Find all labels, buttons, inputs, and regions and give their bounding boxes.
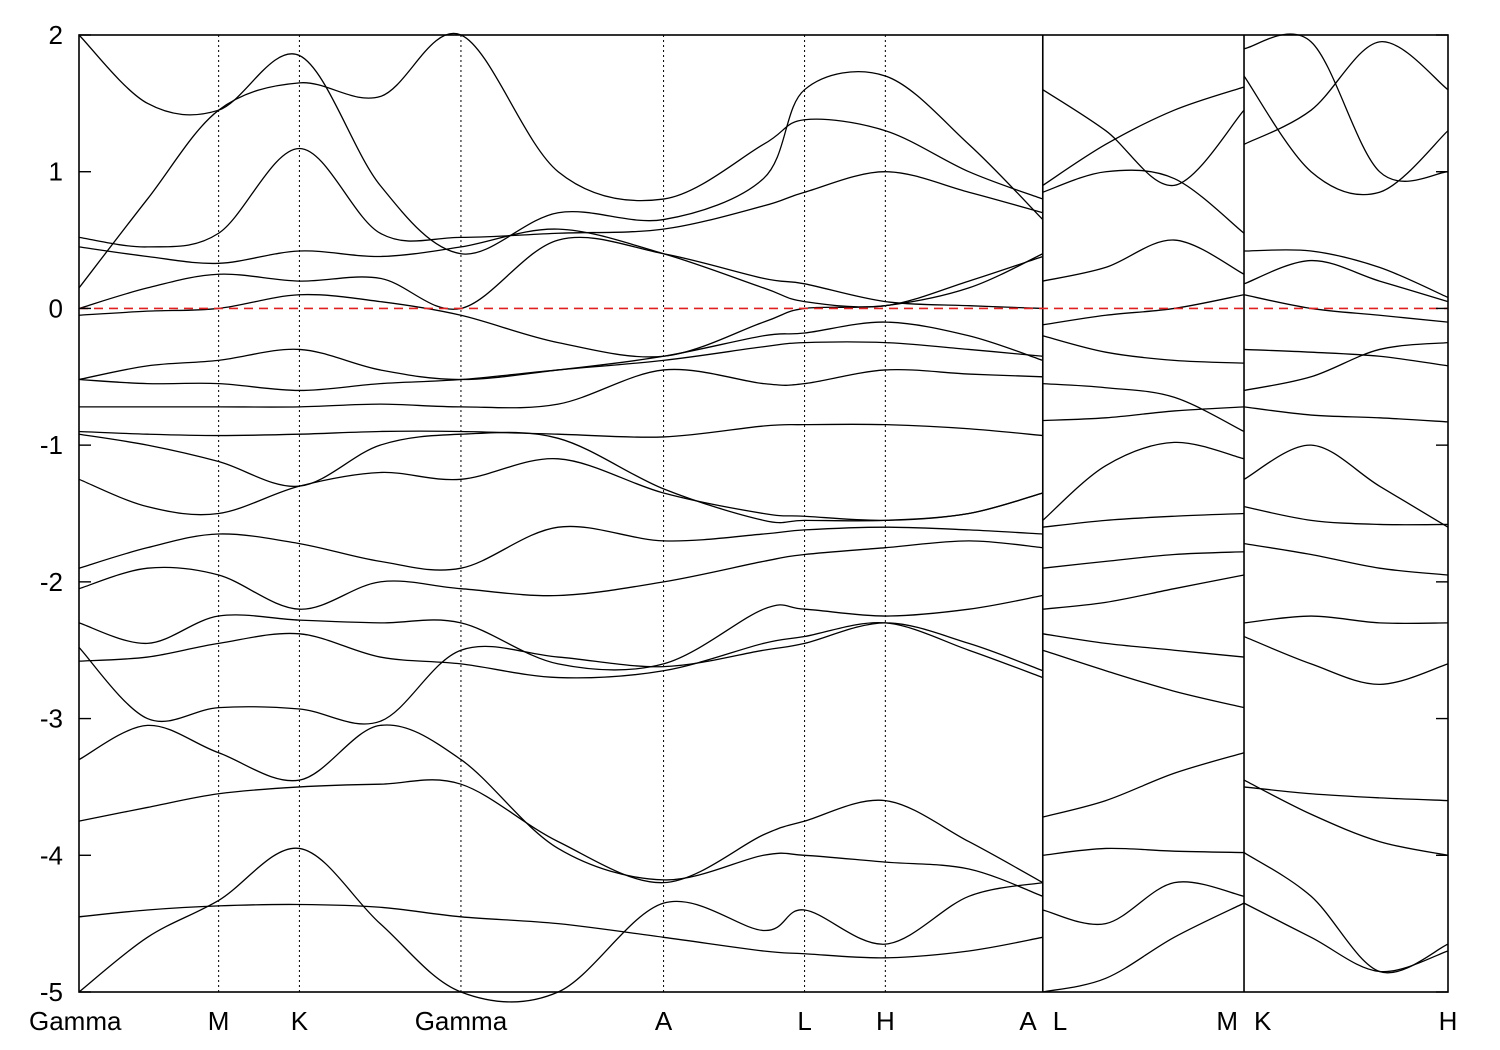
- band-line-4: [78, 621, 1044, 679]
- band-line-44: [1243, 615, 1449, 625]
- x-tick-labels: Gamma M K Gamma A A LL H M K H: [29, 1006, 1457, 1036]
- band-line-21: [1042, 881, 1245, 926]
- k-point-label-1: M: [208, 1006, 230, 1036]
- k-point-label-8: H: [876, 1006, 895, 1036]
- y-tick-label-5: -3: [40, 704, 63, 734]
- band-line-33: [1042, 335, 1245, 364]
- band-line-23: [1042, 847, 1245, 856]
- band-line-42: [1243, 902, 1449, 973]
- k-point-label-10: K: [1254, 1006, 1272, 1036]
- band-line-7: [78, 525, 1043, 571]
- band-line-49: [1243, 341, 1449, 392]
- y-tick-label-4: -2: [40, 567, 63, 597]
- k-point-label-0: Gamma: [29, 1006, 122, 1036]
- band-line-45: [1243, 542, 1449, 576]
- band-line-10: [78, 423, 1043, 438]
- band-line-2: [78, 724, 1044, 897]
- band-line-25: [1042, 649, 1245, 709]
- y-tick-label-2: 0: [49, 293, 63, 323]
- k-point-label-7: L: [797, 1006, 811, 1036]
- y-tick-labels: 2 1 0 -1 -2 -3 -4 -5: [40, 20, 63, 1007]
- k-point-label-11: H: [1439, 1006, 1458, 1036]
- band-line-5: [78, 594, 1043, 671]
- k-point-label-3: Gamma: [415, 1006, 508, 1036]
- band-line-41: [1243, 852, 1449, 974]
- band-line-1: [78, 779, 1044, 884]
- band-line-53: [1244, 249, 1449, 299]
- k-point-label-4: A: [655, 1006, 673, 1036]
- band-line-55: [1243, 41, 1449, 145]
- band-line-52: [1243, 259, 1449, 303]
- band-line-16: [78, 228, 1043, 308]
- y-tick-label-6: -4: [40, 840, 63, 870]
- band-line-32: [1042, 382, 1245, 433]
- k-point-label-2: K: [291, 1006, 309, 1036]
- band-line-11: [78, 368, 1043, 409]
- band-line-0: [78, 903, 1043, 959]
- band-line-22: [1042, 752, 1245, 818]
- band-line-6: [78, 540, 1043, 610]
- band-line-40: [1243, 786, 1449, 802]
- band-line-15: [78, 236, 1043, 310]
- band-line-56: [1243, 33, 1449, 182]
- band-line-54: [1243, 75, 1449, 196]
- band-line-51: [1243, 294, 1449, 323]
- plot-frame: [78, 34, 1449, 993]
- y-tick-label-3: -1: [40, 430, 63, 460]
- band-line-13: [78, 321, 1043, 381]
- band-line-9: [78, 431, 1043, 524]
- k-point-label-9: M: [1216, 1006, 1238, 1036]
- band-line-24: [1042, 902, 1245, 993]
- band-line-47: [1243, 506, 1449, 526]
- band-line-19: [78, 34, 1044, 255]
- band-line-39: [1243, 779, 1449, 856]
- band-line-50: [1243, 348, 1449, 367]
- band-line-48: [1243, 406, 1449, 423]
- band-line-28: [1042, 551, 1245, 569]
- y-tick-label-1: 1: [49, 157, 63, 187]
- band-line-27: [1042, 574, 1245, 610]
- band-line-37: [1042, 89, 1245, 187]
- y-tick-label-0: 2: [49, 20, 63, 50]
- band-lines: [78, 32, 1449, 1003]
- band-line-31: [1042, 406, 1245, 422]
- band-line-29: [1042, 441, 1245, 521]
- band-line-36: [1042, 169, 1245, 234]
- band-line-30: [1042, 512, 1245, 528]
- band-line-34: [1042, 294, 1245, 326]
- band-line-17: [78, 147, 1043, 248]
- band-line-35: [1042, 239, 1245, 282]
- band-line-26: [1042, 633, 1245, 658]
- y-tick-label-7: -5: [40, 977, 63, 1007]
- band-line-46: [1243, 444, 1449, 528]
- k-point-label-6: L: [1053, 1006, 1067, 1036]
- k-point-label-5: A: [1019, 1006, 1037, 1036]
- band-line-38: [1042, 86, 1245, 186]
- band-line-43: [1243, 635, 1449, 686]
